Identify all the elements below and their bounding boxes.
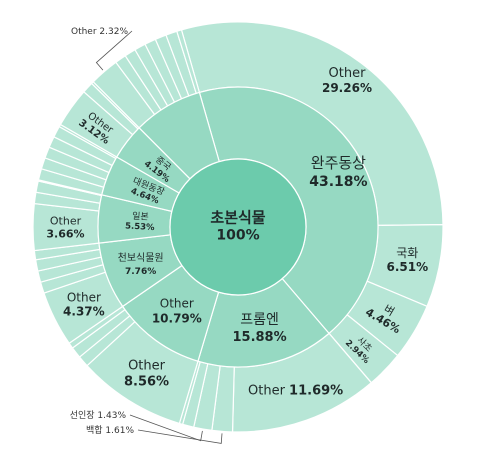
outer-label: Other 3.66%: [46, 215, 84, 241]
leader-line: [137, 429, 223, 444]
leader-line: [129, 414, 203, 442]
outer-label: Other 11.69%: [248, 384, 343, 399]
leader-lines-layer: [95, 30, 223, 444]
outer-label: Other 4.37%: [63, 290, 105, 318]
inner-label: 완주동상 43.18%: [309, 154, 367, 190]
inner-label: 천보식물원 7.76%: [118, 252, 164, 277]
inner-label: Other 10.79%: [152, 297, 202, 326]
inner-label: 프롬엔 15.88%: [232, 312, 286, 345]
segments-layer: [32, 21, 444, 433]
outer-label: Other 29.26%: [322, 66, 372, 95]
external-label: 선인장 1.43%: [70, 410, 127, 421]
external-label: Other 2.32%: [71, 27, 128, 37]
leader-line: [95, 30, 133, 71]
external-label: 백합 1.61%: [86, 425, 134, 436]
center-circle: [169, 158, 307, 296]
outer-label: Other 8.56%: [124, 358, 169, 389]
inner-label-small: 일본5.53%: [125, 210, 156, 233]
outer-label: 국화 6.51%: [386, 246, 428, 274]
center-label: 초본식물 100%: [210, 209, 265, 244]
